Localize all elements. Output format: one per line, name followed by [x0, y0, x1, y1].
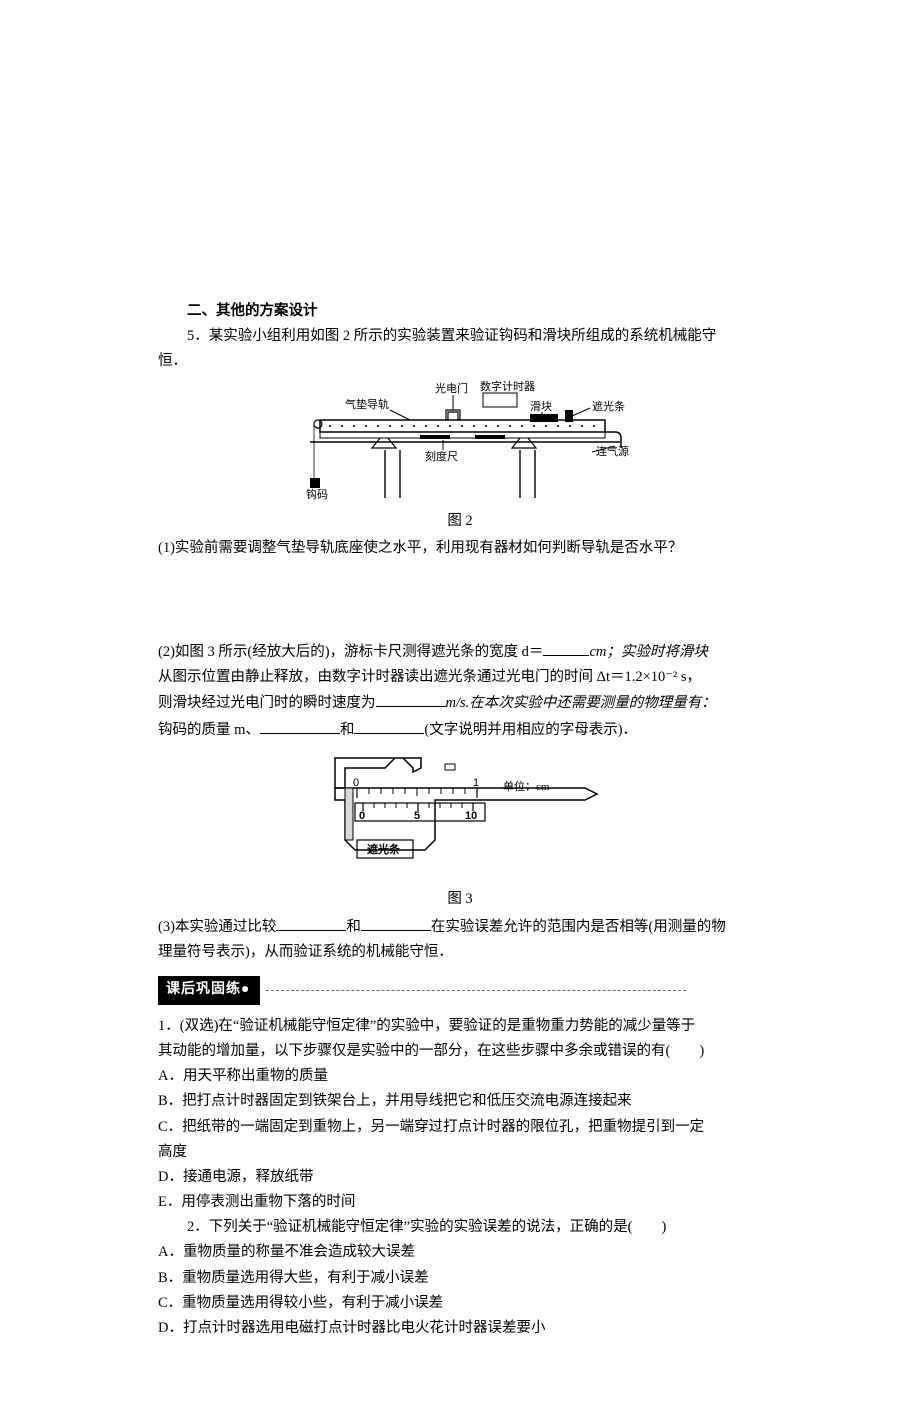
figure-2: 光电门 数字计时器 气垫导轨 滑块 遮光条	[158, 380, 762, 508]
q5-p2f: 钩码的质量 m、	[158, 722, 260, 738]
q5-p2g: 和	[340, 722, 355, 738]
blank-qty2[interactable]	[354, 718, 424, 734]
blank-d[interactable]	[543, 640, 589, 656]
figure-3: 0 1 单位：cm 0 5 10 遮光条	[158, 748, 762, 886]
q1-opt-b[interactable]: B．把打点计时器固定到铁架台上，并用导线把它和低压交流电源连接起来	[158, 1090, 762, 1113]
q5-stem-line1: 5．某实验小组利用如图 2 所示的实验装置来验证钩码和滑块所组成的系统机械能守	[158, 325, 762, 348]
fig2-shade-strip	[565, 410, 573, 422]
q5-part2-line2: 从图示位置由静止释放，由数字计时器读出遮光条通过光电门的时间 Δt＝1.2×10…	[158, 666, 762, 689]
q5-part2-line3: 则滑块经过光电门时的瞬时速度为 m/s.在本次实验中还需要测量的物理量有：	[158, 691, 762, 715]
figure-3-svg: 0 1 单位：cm 0 5 10 遮光条	[315, 748, 605, 878]
fig3-vern-5: 5	[414, 810, 420, 822]
q5-part2-line4: 钩码的质量 m、 和 (文字说明并用相应的字母表示)．	[158, 718, 762, 742]
q2-opt-c[interactable]: C．重物质量选用得较小些，有利于减小误差	[158, 1292, 762, 1315]
q5-p3b: 和	[346, 919, 361, 935]
blank-qty1[interactable]	[260, 718, 340, 734]
q5-p2a: (2)如图 3 所示(经放大后的)，游标卡尺测得遮光条的宽度 d＝	[158, 644, 543, 660]
q2-opt-d[interactable]: D．打点计时器选用电磁打点计时器比电火花计时器误差要小	[158, 1317, 762, 1340]
q2-stem: 2．下列关于“验证机械能守恒定律”实验的实验误差的说法，正确的是( )	[158, 1216, 762, 1239]
q5-p2b: cm；实验时将滑块	[589, 644, 707, 660]
q5-part2-line1: (2)如图 3 所示(经放大后的)，游标卡尺测得遮光条的宽度 d＝ cm；实验时将…	[158, 640, 762, 664]
fig3-vern-0: 0	[359, 810, 365, 822]
figure-2-caption: 图 2	[158, 510, 762, 533]
fig3-unit: 单位：cm	[503, 779, 550, 793]
q5-p2d: 则滑块经过光电门时的瞬时速度为	[158, 695, 376, 711]
q1-opt-c-line2[interactable]: 高度	[158, 1141, 762, 1164]
answer-space-1	[158, 562, 762, 640]
section-2-heading: 二、其他的方案设计	[158, 300, 762, 323]
q5-part1: (1)实验前需要调整气垫导轨底座使之水平，利用现有器材如何判断导轨是否水平？	[158, 537, 762, 560]
q5-p3a: (3)本实验通过比较	[158, 919, 276, 935]
blank-compare1[interactable]	[276, 915, 346, 931]
q1-opt-d[interactable]: D．接通电源，释放纸带	[158, 1166, 762, 1189]
q1-opt-c-line1[interactable]: C．把纸带的一端固定到重物上，另一端穿过打点计时器的限位孔，把重物提引到一定	[158, 1116, 762, 1139]
q1-stem-line1: 1．(双选)在“验证机械能守恒定律”的实验中，要验证的是重物重力势能的减少量等于	[158, 1015, 762, 1038]
q5-p2e: m/s.在本次实验中还需要测量的物理量有：	[446, 695, 716, 711]
fig3-main-ticks	[357, 788, 477, 798]
fig2-label-airsource: 连气源	[596, 444, 629, 458]
q5-stem-line2: 恒．	[158, 350, 762, 373]
fig3-strip	[345, 788, 353, 840]
practice-dashline	[266, 990, 686, 991]
blank-compare2[interactable]	[361, 915, 431, 931]
fig3-main-1: 1	[473, 777, 479, 789]
fig2-hook-weight	[310, 478, 320, 488]
fig2-slider-block	[530, 414, 558, 422]
q2-opt-b[interactable]: B．重物质量选用得大些，有利于减小误差	[158, 1267, 762, 1290]
practice-bar-row: 课后巩固练●	[158, 966, 762, 1014]
fig2-track-holes	[329, 425, 595, 427]
q1-stem-line2: 其动能的增加量，以下步骤仅是实验中的一部分，在这些步骤中多余或错误的有( )	[158, 1040, 762, 1063]
figure-3-caption: 图 3	[158, 888, 762, 911]
fig2-label-timer: 数字计时器	[480, 380, 535, 393]
fig2-label-airtrack: 气垫导轨	[345, 397, 389, 411]
fig2-label-hook: 钩码	[306, 487, 328, 500]
q1-opt-a[interactable]: A．用天平称出重物的质量	[158, 1065, 762, 1088]
q2-opt-a[interactable]: A．重物质量的称量不准会造成较大误差	[158, 1241, 762, 1264]
q5-p3c: 在实验误差允许的范围内是否相等(用测量的物	[431, 919, 726, 935]
q1-opt-e[interactable]: E．用停表测出重物下落的时间	[158, 1191, 762, 1214]
q5-part3-line2: 理量符号表示)，从而验证系统的机械能守恒．	[158, 941, 762, 964]
fig2-label-ruler: 刻度尺	[425, 449, 458, 463]
fig2-label-slider: 滑块	[530, 400, 552, 413]
fig2-label-shade: 遮光条	[592, 399, 625, 413]
fig3-vern-10: 10	[465, 810, 477, 822]
fig3-main-0: 0	[353, 777, 359, 789]
q5-p2h: (文字说明并用相应的字母表示)．	[424, 722, 637, 738]
practice-section-bar: 课后巩固练●	[158, 976, 260, 1004]
fig2-label-photogate: 光电门	[435, 381, 468, 395]
figure-2-svg: 光电门 数字计时器 气垫导轨 滑块 遮光条	[270, 380, 650, 500]
q5-part3-line1: (3)本实验通过比较 和 在实验误差允许的范围内是否相等(用测量的物	[158, 915, 762, 939]
fig3-shade-label: 遮光条	[367, 842, 401, 856]
blank-v[interactable]	[376, 691, 446, 707]
